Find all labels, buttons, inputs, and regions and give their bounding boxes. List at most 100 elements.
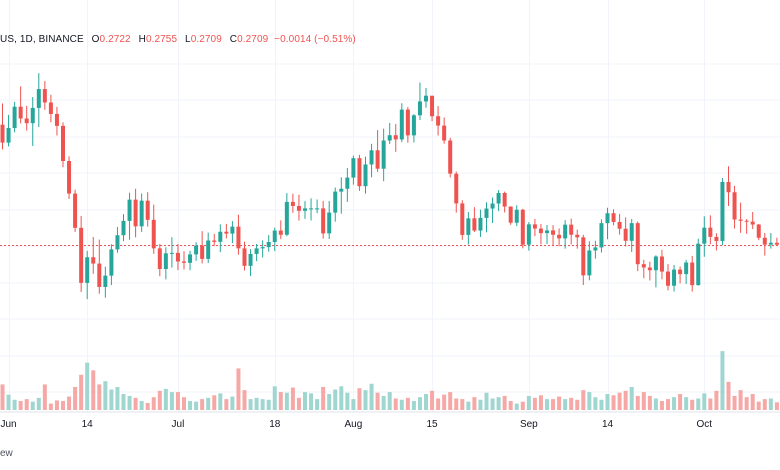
candle-body — [127, 199, 132, 221]
candle-body — [653, 256, 658, 271]
change-value: −0.0014 (−0.51%) — [274, 34, 356, 45]
volume-bar — [714, 390, 719, 410]
footer-text: ew — [0, 448, 13, 459]
candle-body — [30, 107, 35, 124]
volume-bar — [79, 374, 84, 410]
x-tick-label: 14 — [82, 419, 94, 430]
candle-body — [278, 230, 283, 235]
candle-body — [296, 205, 301, 211]
candle-body — [702, 227, 707, 244]
low-value: 0.2709 — [190, 34, 222, 45]
volume-bar — [127, 395, 132, 410]
volume-bar — [466, 401, 471, 410]
candle-body — [357, 158, 362, 187]
candle-body — [659, 256, 664, 272]
candle-body — [0, 124, 5, 143]
candle-body — [756, 224, 761, 238]
volume-bar — [163, 388, 168, 410]
volume-bar — [230, 396, 235, 410]
volume-bar — [623, 390, 628, 410]
candle-body — [629, 223, 634, 241]
volume-bar — [436, 398, 441, 410]
candle-body — [200, 245, 205, 259]
candle-body — [351, 158, 356, 178]
candle-body — [91, 257, 96, 264]
candle-body — [369, 150, 374, 165]
candle-body — [581, 237, 586, 276]
x-tick-label: Sep — [520, 419, 538, 430]
volume-bar — [629, 386, 634, 410]
volume-bar — [726, 381, 731, 410]
candle-body — [696, 243, 701, 286]
candle-body — [399, 109, 404, 140]
candle-body — [260, 247, 265, 249]
volume-bar — [635, 395, 640, 410]
volume-bar — [369, 383, 374, 410]
volume-bar — [732, 395, 737, 410]
volume-bar — [744, 397, 749, 410]
candle-body — [762, 237, 767, 245]
candle-body — [502, 192, 507, 207]
volume-bar — [200, 399, 205, 410]
volume-bar — [490, 398, 495, 410]
candle-body — [508, 206, 513, 223]
candle-body — [67, 161, 72, 194]
candle-body — [708, 227, 713, 237]
volume-bar — [85, 362, 90, 410]
high-label: H — [138, 34, 146, 45]
volume-bar — [442, 394, 447, 410]
volume-bar — [472, 397, 477, 410]
candle-body — [768, 242, 773, 245]
time-axis: Jun 14 Jul 18 Aug 15 Sep 14 Oct — [0, 419, 712, 430]
candle-body — [647, 267, 652, 271]
volume-bar — [672, 397, 677, 410]
volume-bar — [121, 394, 126, 410]
candle-body — [309, 208, 314, 210]
volume-bar — [720, 351, 725, 410]
symbol-label: US, 1D, BINANCE — [0, 34, 84, 45]
volume-bar — [750, 394, 755, 410]
volume-bar — [218, 393, 223, 410]
volume-bar — [508, 401, 513, 410]
candle-body — [526, 224, 531, 245]
candle-body — [593, 247, 598, 251]
volume-bar — [520, 401, 525, 410]
candle-body — [42, 89, 47, 103]
candle-body — [466, 218, 471, 235]
close-label: C — [229, 34, 238, 45]
volume-bar — [653, 398, 658, 410]
volume-bar — [363, 390, 368, 410]
candle-body — [520, 209, 525, 245]
candle-body — [36, 89, 41, 108]
open-label: O — [91, 34, 100, 45]
candle-body — [478, 217, 483, 231]
candle-body — [73, 193, 78, 228]
volume-bar — [381, 395, 386, 410]
candle-body — [732, 192, 737, 220]
ohlc-legend: US, 1D, BINANCE O0.2722 H0.2755 L0.2709 … — [0, 34, 356, 48]
high-value: 0.2755 — [145, 34, 178, 45]
volume-bar — [557, 396, 562, 410]
volume-bar — [575, 399, 580, 410]
candle-body — [575, 234, 580, 238]
candle-body — [484, 208, 489, 218]
volume-bar — [327, 394, 332, 410]
candle-body — [641, 264, 646, 268]
volume-bar — [538, 395, 543, 410]
volume-bar — [496, 397, 501, 410]
volume-bar — [236, 368, 241, 410]
candle-body — [169, 252, 174, 254]
volume-bar — [399, 399, 404, 410]
volume-bar — [224, 399, 229, 410]
volume-bar — [417, 397, 422, 410]
candle-body — [224, 231, 229, 234]
volume-bar — [91, 370, 96, 410]
volume-bar — [284, 392, 289, 410]
candle-body — [744, 220, 749, 222]
volume-bar — [242, 390, 247, 410]
volume-bar — [194, 401, 199, 410]
candle-body — [188, 254, 193, 263]
x-tick-label: Jul — [172, 419, 185, 430]
volume-bar — [551, 399, 556, 410]
